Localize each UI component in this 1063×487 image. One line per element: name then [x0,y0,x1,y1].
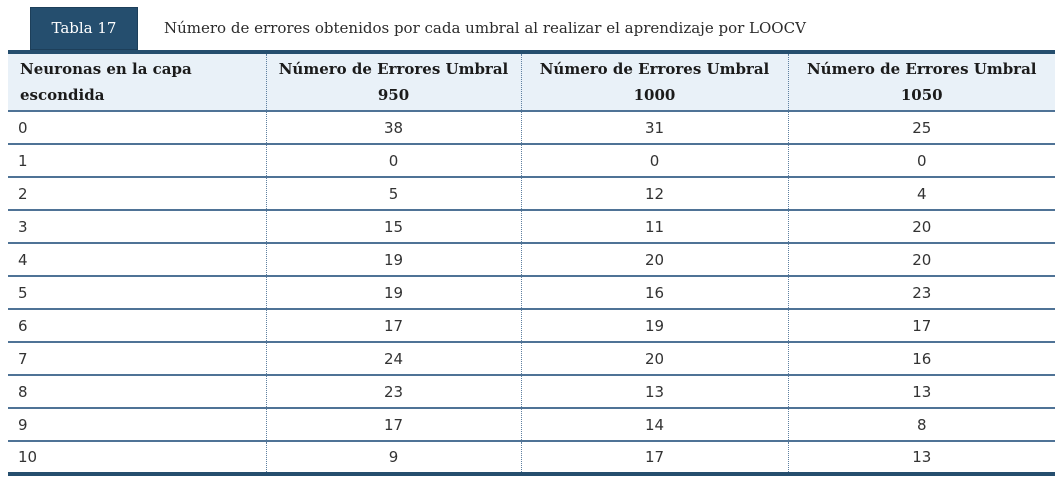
error-count-cell: 17 [787,308,1055,342]
error-count-cell: 13 [520,374,788,408]
neurons-cell: 7 [8,341,266,375]
neurons-cell: 8 [8,374,266,408]
table-caption-bar: Tabla 17 Número de errores obtenidos por… [8,6,1055,50]
error-count-cell: 19 [520,308,788,342]
error-count-cell: 15 [265,209,521,243]
error-count-cell: 38 [265,110,521,144]
neurons-cell: 2 [8,176,266,210]
errors-table: Neuronas en la capa escondida Número de … [8,50,1055,476]
table-row: 6 17 19 17 [8,308,1055,342]
neurons-cell: 10 [8,440,266,474]
error-count-cell: 20 [787,209,1055,243]
column-header-neuronas: Neuronas en la capa escondida [8,52,266,112]
neurons-cell: 5 [8,275,266,309]
error-count-cell: 4 [787,176,1055,210]
column-header-label: Neuronas en la capa escondida [20,60,192,104]
error-count-cell: 31 [520,110,788,144]
error-count-cell: 8 [787,407,1055,441]
error-count-cell: 14 [520,407,788,441]
column-header-label: Número de Errores Umbral [278,60,509,78]
neurons-cell: 6 [8,308,266,342]
error-count-cell: 13 [787,374,1055,408]
table-row: 3 15 11 20 [8,209,1055,243]
neurons-cell: 4 [8,242,266,276]
table-row: 4 19 20 20 [8,242,1055,276]
table-header-row: Neuronas en la capa escondida Número de … [8,52,1055,112]
column-header-label: Número de Errores Umbral [539,60,770,78]
error-count-cell: 20 [520,242,788,276]
error-count-cell: 11 [520,209,788,243]
table-body: 0 38 31 25 1 0 0 0 2 5 12 4 3 15 11 20 4 19 20 20 5 19 16 23 6 17… [8,110,1055,474]
error-count-cell: 0 [520,143,788,177]
table-caption-text: Número de errores obtenidos por cada umb… [164,19,806,37]
error-count-cell: 16 [520,275,788,309]
table-row: 8 23 13 13 [8,374,1055,408]
error-count-cell: 19 [265,242,521,276]
error-count-cell: 23 [787,275,1055,309]
error-count-cell: 23 [265,374,521,408]
neurons-cell: 0 [8,110,266,144]
table-row: 0 38 31 25 [8,110,1055,144]
error-count-cell: 16 [787,341,1055,375]
document-page: Tabla 17 Número de errores obtenidos por… [8,6,1055,476]
error-count-cell: 17 [265,407,521,441]
error-count-cell: 25 [787,110,1055,144]
error-count-cell: 19 [265,275,521,309]
table-row: 5 19 16 23 [8,275,1055,309]
column-header-label: Número de Errores Umbral [806,60,1037,78]
table-row: 2 5 12 4 [8,176,1055,210]
error-count-cell: 0 [787,143,1055,177]
column-header-threshold: 1050 [900,86,943,104]
error-count-cell: 12 [520,176,788,210]
error-count-cell: 17 [520,440,788,474]
neurons-cell: 9 [8,407,266,441]
error-count-cell: 20 [787,242,1055,276]
column-header-umbral-1000: Número de Errores Umbral 1000 [520,52,788,112]
column-header-threshold: 950 [377,86,410,104]
error-count-cell: 20 [520,341,788,375]
error-count-cell: 0 [265,143,521,177]
error-count-cell: 13 [787,440,1055,474]
table-row: 10 9 17 13 [8,440,1055,474]
error-count-cell: 24 [265,341,521,375]
column-header-umbral-1050: Número de Errores Umbral 1050 [787,52,1055,112]
table-number-tag: Tabla 17 [30,6,138,50]
error-count-cell: 5 [265,176,521,210]
column-header-threshold: 1000 [633,86,676,104]
table-row: 9 17 14 8 [8,407,1055,441]
table-row: 7 24 20 16 [8,341,1055,375]
column-header-umbral-950: Número de Errores Umbral 950 [265,52,521,112]
neurons-cell: 1 [8,143,266,177]
error-count-cell: 17 [265,308,521,342]
table-number-label: Tabla 17 [51,19,117,37]
error-count-cell: 9 [265,440,521,474]
neurons-cell: 3 [8,209,266,243]
